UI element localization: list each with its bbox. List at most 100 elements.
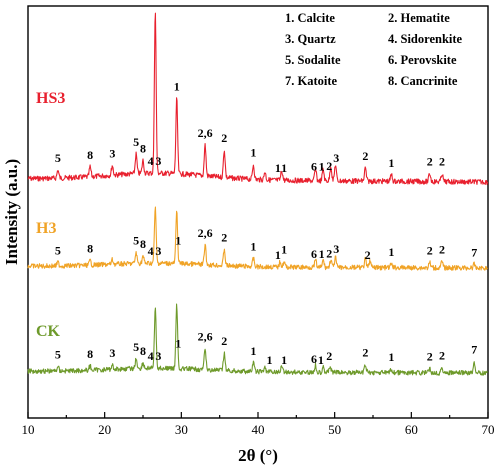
legend-entry: 7. Katoite	[285, 74, 338, 88]
x-tick-label: 40	[252, 422, 265, 437]
peak-label: 5	[133, 135, 139, 149]
x-tick-label: 10	[22, 422, 35, 437]
peak-label: 2	[221, 334, 227, 348]
series-name-hs3: HS3	[36, 90, 65, 107]
peak-label: 3	[333, 242, 339, 256]
plot-area: 5 8 35 84 312,6 211 1 6 1 23 2 1 2 25 85 84 312,6 211 1 6 1 2…	[22, 5, 495, 437]
peak-label: 2	[439, 243, 445, 257]
peak-label: 2	[362, 149, 368, 163]
peak-labels: 5 8 35 84 312,6 211 1 6 1 23 2 1 2 25 85 84 312,6 211 1 6 1 2…	[55, 80, 477, 367]
peak-label: 8	[87, 148, 93, 162]
legend-name: Hematite	[401, 11, 451, 25]
peak-label: 1	[174, 80, 180, 94]
peak-label: 5	[55, 348, 61, 362]
legend-entry: 3. Quartz	[285, 32, 336, 46]
peak-label: 4	[148, 154, 154, 168]
legend-key: 4	[388, 32, 395, 46]
peak-label: 2	[427, 243, 433, 257]
peak-label: 3	[155, 349, 161, 363]
peak-label: 4	[148, 349, 154, 363]
peak-label: 1	[250, 240, 256, 254]
peak-label: 1	[175, 234, 181, 248]
series-name-ck: CK	[36, 323, 61, 340]
legend-key: 2	[388, 11, 394, 25]
peak-label: 2	[427, 154, 433, 168]
x-tick-label: 70	[482, 422, 495, 437]
legend-entry: 4. Sidorenkite	[388, 32, 463, 46]
peak-label: 1	[318, 353, 324, 367]
peak-label: 2	[365, 248, 371, 262]
peak-label: 3	[109, 346, 115, 360]
axes-frame	[27, 5, 489, 419]
peak-label: 4	[148, 244, 154, 258]
peak-label: 5	[55, 243, 61, 257]
peak-label: 2,6	[198, 126, 213, 140]
legend-name: Sodalite	[298, 53, 342, 67]
peak-label: 1	[281, 161, 287, 175]
y-axis-title: Intensity (a.u.)	[2, 159, 21, 265]
peak-label: 7	[471, 343, 477, 357]
legend-key: 8	[388, 74, 394, 88]
legend: 1. Calcite 2. Hematite 3. Quartz 4. Sidoren…	[285, 11, 463, 88]
peak-label: 2	[439, 349, 445, 363]
x-tick-label: 60	[405, 422, 418, 437]
peak-label: 2	[362, 346, 368, 360]
trace-ck	[27, 303, 489, 376]
legend-entry: 1. Calcite	[285, 11, 335, 25]
peak-label: 2	[427, 349, 433, 363]
peak-label: 2,6	[198, 226, 213, 240]
peak-label: 8	[140, 237, 146, 251]
peak-label: 2	[326, 247, 332, 261]
peak-label: 3	[155, 244, 161, 258]
legend-name: Perovskite	[401, 53, 457, 67]
peak-label: 3	[333, 151, 339, 165]
peak-label: 1	[267, 353, 273, 367]
legend-name: Katoite	[298, 74, 338, 88]
legend-entry: 5. Sodalite	[285, 53, 341, 67]
legend-key: 6	[388, 53, 394, 67]
peak-label: 5	[133, 340, 139, 354]
series-names: HS3 H3 CK	[36, 90, 65, 340]
peak-label: 6	[311, 352, 317, 366]
legend-key: 7	[285, 74, 291, 88]
series-name-h3: H3	[36, 220, 56, 237]
peak-label: 1	[175, 336, 181, 350]
peak-label: 3	[109, 146, 115, 160]
peak-label: 7	[471, 245, 477, 259]
peak-label: 2	[221, 131, 227, 145]
legend-entry: 8. Cancrinite	[388, 74, 458, 88]
x-axis-title: 2θ (°)	[238, 446, 278, 465]
peak-label: 1	[250, 344, 256, 358]
legend-name: Quartz	[298, 32, 337, 46]
peak-label: 6	[311, 159, 317, 173]
peak-label: 2,6	[198, 330, 213, 344]
peak-label: 5	[133, 234, 139, 248]
peak-label: 5	[55, 151, 61, 165]
peak-label: 1	[250, 146, 256, 160]
legend-name: Sidorenkite	[401, 32, 463, 46]
trace-hs3	[27, 12, 489, 186]
legend-key: 5	[285, 53, 291, 67]
peak-label: 1	[281, 353, 287, 367]
legend-entry: 6. Perovskite	[388, 53, 457, 67]
x-ticks: 10 20 30 40 50 60 70	[22, 412, 495, 437]
peak-label: 1	[319, 159, 325, 173]
peak-label: 2	[326, 349, 332, 363]
peak-label: 2	[326, 159, 332, 173]
peak-label: 1	[388, 156, 394, 170]
peak-label: 3	[155, 154, 161, 168]
peak-label: 1	[281, 243, 287, 257]
peak-label: 1	[275, 161, 281, 175]
x-tick-label: 20	[98, 422, 111, 437]
peak-label: 6	[311, 247, 317, 261]
legend-name: Calcite	[298, 11, 336, 25]
x-tick-label: 50	[328, 422, 341, 437]
peak-label: 8	[140, 141, 146, 155]
peak-label: 1	[388, 245, 394, 259]
traces	[27, 12, 489, 376]
legend-key: 3	[285, 32, 291, 46]
peak-label: 2	[439, 155, 445, 169]
legend-key: 1	[285, 11, 291, 25]
peak-label: 8	[87, 347, 93, 361]
